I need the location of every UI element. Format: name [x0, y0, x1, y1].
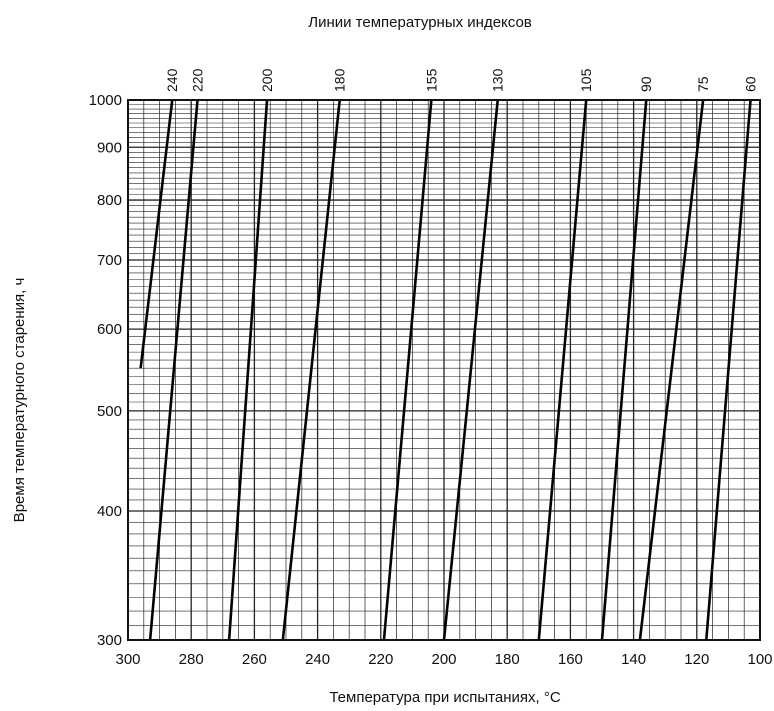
temperature-index-label: 130 [490, 68, 506, 92]
temperature-index-line [382, 99, 433, 641]
x-tick-label: 200 [431, 651, 456, 668]
x-tick-label: 260 [242, 651, 267, 668]
temperature-index-lines [139, 99, 752, 641]
temperature-index-line [227, 99, 269, 641]
temperature-index-label: 220 [190, 68, 206, 92]
temperature-index-label: 60 [743, 76, 759, 92]
temperature-index-label: 180 [332, 68, 348, 92]
temperature-index-label: 75 [695, 76, 711, 92]
x-tick-label: 100 [747, 651, 772, 668]
chart-title: Линии температурных индексов [308, 14, 532, 31]
temperature-index-line [442, 99, 500, 641]
temperature-index-line [537, 99, 588, 641]
y-tick-label: 600 [97, 321, 122, 338]
y-tick-label: 700 [97, 252, 122, 269]
x-tick-label: 120 [684, 651, 709, 668]
temperature-index-label: 90 [638, 76, 654, 92]
temperature-index-label: 155 [423, 68, 439, 92]
x-tick-label: 180 [495, 651, 520, 668]
temperature-index-line [600, 99, 648, 641]
y-tick-label: 400 [97, 503, 122, 520]
y-tick-label: 800 [97, 192, 122, 209]
plot-frame [127, 99, 761, 641]
x-tick-label: 140 [621, 651, 646, 668]
x-tick-label: 220 [368, 651, 393, 668]
x-tick-label: 240 [305, 651, 330, 668]
temperature-index-label: 200 [259, 68, 275, 92]
x-tick-label: 160 [558, 651, 583, 668]
temperature-index-line [148, 99, 199, 641]
y-tick-labels: 300 400 500 600 700 800 900 1000 [89, 92, 122, 649]
temperature-index-line [704, 99, 752, 641]
x-tick-label: 280 [179, 651, 204, 668]
temperature-index-label: 105 [578, 68, 594, 92]
x-tick-labels: 300 280 260 240 220 200 180 160 140 120 100 [115, 651, 772, 668]
temperature-index-line [139, 99, 174, 369]
temperature-index-line [638, 99, 705, 641]
x-tick-label: 300 [115, 651, 140, 668]
temperature-index-line [281, 99, 342, 641]
y-tick-label: 500 [97, 403, 122, 420]
y-tick-label: 900 [97, 139, 122, 156]
x-axis-label: Температура при испытаниях, °С [329, 689, 560, 706]
y-tick-label: 1000 [89, 92, 122, 109]
y-axis-label: Время температурного старения, ч [11, 278, 28, 523]
y-tick-label: 300 [97, 632, 122, 649]
temperature-index-label: 240 [164, 68, 180, 92]
temperature-index-labels: 240 220 200 180 155 130 105 90 75 60 [164, 68, 758, 92]
